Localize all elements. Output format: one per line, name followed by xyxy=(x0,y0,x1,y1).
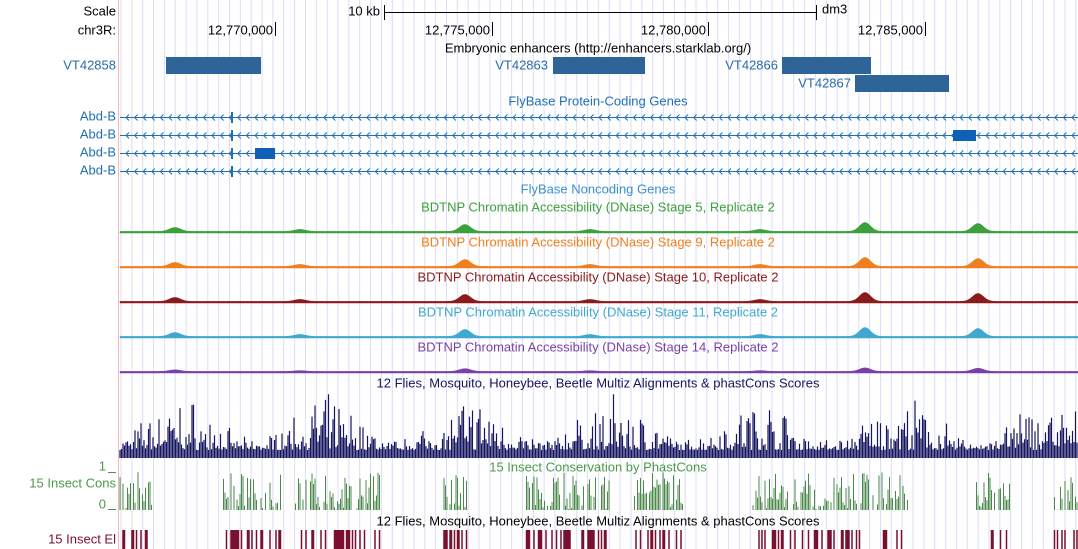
element-bars xyxy=(122,530,1078,549)
track-title: BDTNP Chromatin Accessibility (DNase) St… xyxy=(418,304,778,319)
scale-bar xyxy=(384,5,817,20)
track-title: Embryonic enhancers (http://enhancers.st… xyxy=(445,40,751,55)
track-title: BDTNP Chromatin Accessibility (DNase) St… xyxy=(421,234,775,249)
assembly: dm3 xyxy=(822,1,847,16)
exon xyxy=(231,148,233,159)
track-title: FlyBase Protein-Coding Genes xyxy=(508,93,688,108)
chrom-label: chr3R: xyxy=(78,22,116,37)
track-title: 12 Flies, Mosquito, Honeybee, Beetle Mul… xyxy=(377,513,820,528)
multiz-bars xyxy=(119,394,1078,458)
track-title: BDTNP Chromatin Accessibility (DNase) St… xyxy=(417,339,778,354)
feature-label: VT42867 xyxy=(798,75,851,90)
feature xyxy=(553,57,645,74)
ruler-tick-label: 12,780,000 xyxy=(641,22,706,37)
track-title: FlyBase Noncoding Genes xyxy=(521,181,676,196)
exon xyxy=(231,130,233,141)
dnase-signal xyxy=(119,327,1078,339)
dnase-signal xyxy=(119,257,1078,269)
feature-label: VT42866 xyxy=(725,57,778,72)
gene-label: Abd-B xyxy=(80,108,116,123)
gene-label: Abd-B xyxy=(80,162,116,177)
track-label: 15 Insect Cons xyxy=(29,475,116,490)
gene-label: Abd-B xyxy=(80,126,116,141)
feature-label: VT42858 xyxy=(63,57,116,72)
feature xyxy=(782,57,871,74)
track-title: 12 Flies, Mosquito, Honeybee, Beetle Mul… xyxy=(377,375,820,390)
gene-arrows xyxy=(125,168,1076,175)
ruler-tick-label: 12,775,000 xyxy=(425,22,490,37)
feature xyxy=(166,57,261,74)
exon xyxy=(953,130,976,141)
dnase-signal xyxy=(119,367,1078,374)
axis-min: 0 xyxy=(99,496,106,511)
track-title: BDTNP Chromatin Accessibility (DNase) St… xyxy=(417,269,778,284)
gene-arrows xyxy=(125,150,1076,157)
axis-max: 1 xyxy=(99,458,106,473)
exon xyxy=(231,166,233,177)
track-title: 15 Insect Conservation by PhastCons xyxy=(489,459,707,474)
track-label: 15 Insect El xyxy=(48,531,116,546)
feature-label: VT42863 xyxy=(495,57,548,72)
feature xyxy=(855,75,949,92)
exon xyxy=(231,112,233,123)
dnase-signal xyxy=(119,292,1078,304)
dnase-signal xyxy=(119,222,1078,234)
gene-arrows xyxy=(125,114,1076,121)
scale-length: 10 kb xyxy=(348,3,380,18)
exon xyxy=(255,148,275,159)
scale-label: Scale xyxy=(83,3,116,18)
ruler-tick-label: 12,770,000 xyxy=(208,22,273,37)
track-title: BDTNP Chromatin Accessibility (DNase) St… xyxy=(421,199,775,214)
ruler-tick-label: 12,785,000 xyxy=(858,22,923,37)
phastcons-bars xyxy=(119,472,1078,510)
gene-label: Abd-B xyxy=(80,144,116,159)
